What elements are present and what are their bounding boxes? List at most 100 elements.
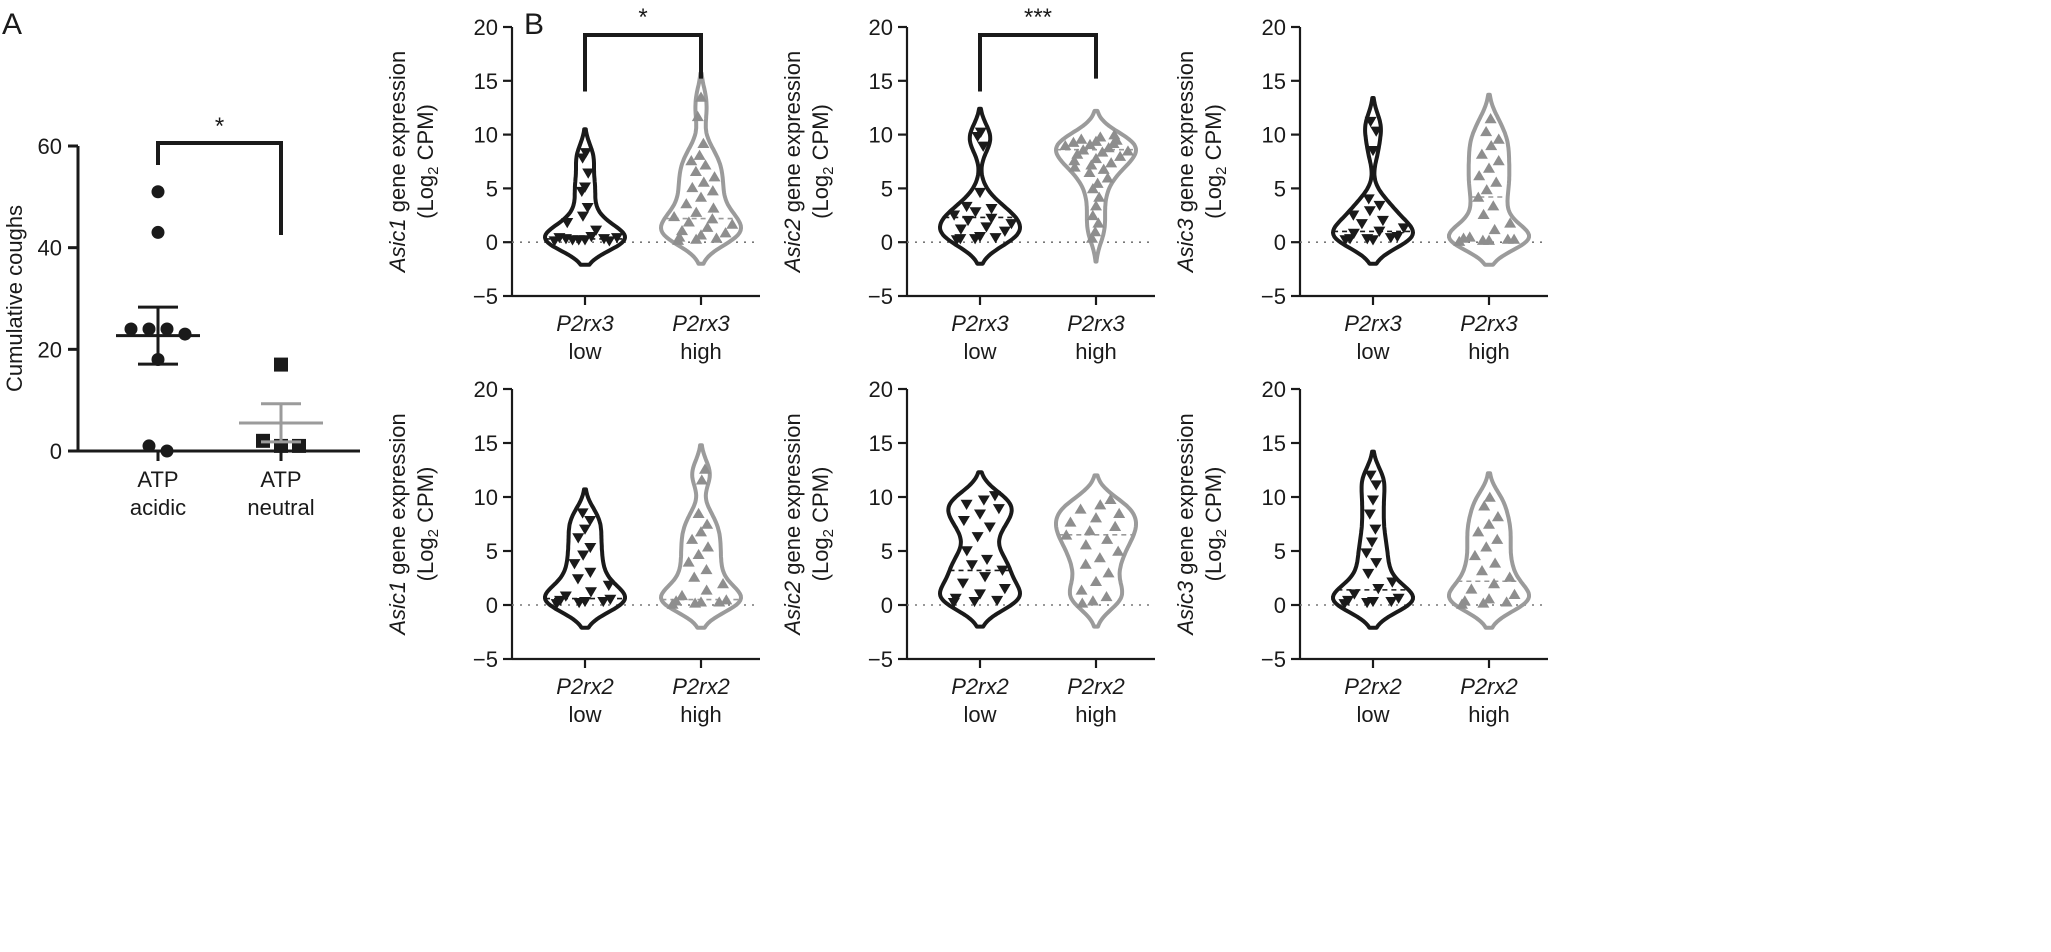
data-point [561,218,574,229]
y-tick-label: 10 [1262,485,1286,510]
data-point [1392,593,1405,604]
x-tick-label-gene: P2rx2 [1344,674,1401,699]
data-point [1083,138,1096,150]
x-tick-label-gene: P2rx3 [672,311,730,336]
data-point [1090,152,1102,164]
data-point [1086,209,1099,221]
x-tick-label-level: high [1468,702,1510,727]
data-point [1367,495,1379,506]
data-point [1391,232,1404,243]
data-point [1068,161,1081,172]
y-axis-label: Asic3 gene expression [1173,413,1198,636]
data-point [1104,493,1117,504]
data-point [1490,176,1503,187]
y-axis-unit-sub: 2 [820,529,837,537]
data-point [1472,191,1485,202]
x-tick-label-gene: P2rx3 [951,311,1009,336]
y-tick-label: 20 [869,377,893,402]
data-point [1488,578,1501,589]
data-point [1093,191,1106,202]
data-point [1089,226,1102,237]
y-tick-label: 5 [881,176,893,201]
data-point [1059,139,1072,151]
data-point [579,596,591,608]
y-axis-unit-sub: 2 [425,166,442,174]
data-point [1364,116,1377,128]
data-point [1385,596,1398,608]
data-point [602,580,615,591]
data-point [691,110,704,122]
y-axis-label: Asic1 gene expression [385,51,410,274]
x-tick-label-gene: P2rx2 [951,674,1008,699]
data-point [985,213,998,224]
y-tick-label: 15 [869,431,893,456]
y-axis-label: Cumulative coughs [2,205,27,392]
data-point [579,235,591,246]
data-point [1060,529,1073,540]
y-tick-label: 10 [1262,123,1286,148]
violin-outline [1054,108,1138,264]
y-tick-label: 20 [1262,377,1286,402]
data-point [1110,134,1123,145]
data-point [151,225,165,239]
data-point [1090,200,1102,211]
data-point [1074,503,1087,514]
data-point [1083,166,1096,178]
panel-label-a: A [2,8,22,41]
data-point [676,224,689,236]
data-point [1355,219,1368,230]
data-point [1075,133,1088,144]
data-point [1370,558,1383,569]
data-point [1477,208,1490,220]
data-point [1369,524,1382,535]
data-point [1064,516,1077,527]
data-point [710,232,723,243]
data-point [568,559,581,570]
data-point [1463,231,1476,242]
data-point [1475,148,1488,159]
data-point [1363,206,1376,217]
data-point [1362,194,1375,205]
x-tick-label-gene: P2rx2 [1067,674,1124,699]
y-tick-label: 20 [474,15,498,40]
data-point [957,515,970,527]
data-point [582,168,595,179]
data-point [1109,520,1122,531]
data-point [1067,136,1080,147]
y-axis-unit-sub: 2 [425,529,442,537]
violin-outline [659,443,743,630]
x-tick-label-level: low [568,339,601,364]
y-axis-unit-sub: 2 [1213,166,1230,174]
data-point [1079,539,1092,550]
violin-chart-asic2-p2rx2: −5 0 5 10 15 20 Asic2 gene expression (Log2 CPM… [780,377,1155,727]
y-tick-label: 10 [869,123,893,148]
data-point [1083,525,1096,536]
data-point [974,127,987,138]
x-tick-label-level: low [568,702,601,727]
data-point [1484,113,1497,124]
y-axis-label-text: gene expression [385,51,410,219]
x-tick-label: neutral [247,495,314,520]
y-axis-unit-pre: (Log [1201,175,1226,219]
data-point [1079,558,1092,569]
data-point [956,578,969,589]
data-point [991,595,1004,607]
data-point [1483,162,1495,173]
y-axis-unit-post: CPM) [413,104,438,166]
x-tick-label-level: high [1075,702,1117,727]
x-tick-label-gene: P2rx2 [556,674,613,699]
data-point [965,560,978,571]
data-point [1348,589,1361,600]
y-axis-unit-sub: 2 [820,166,837,174]
data-point [969,207,982,218]
data-point [1364,470,1377,481]
data-point [1112,545,1125,556]
data-point [692,507,705,518]
data-point [1096,146,1109,157]
data-point [142,439,156,453]
y-axis-label-text: gene expression [1173,51,1198,219]
x-tick-label-level: low [1356,339,1389,364]
y-tick-label: 20 [474,377,498,402]
